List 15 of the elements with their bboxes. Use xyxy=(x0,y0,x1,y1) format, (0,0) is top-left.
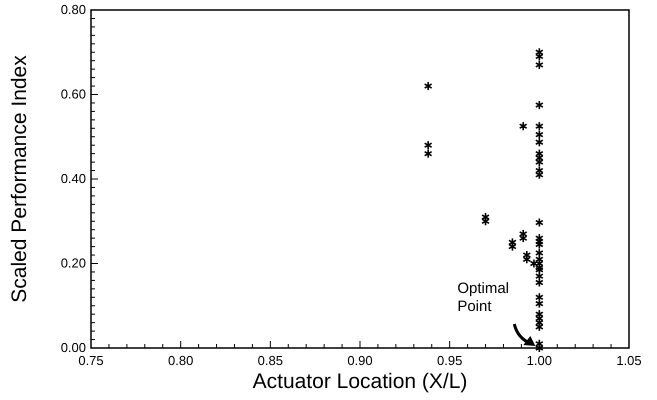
y-tick-label: 0.60 xyxy=(60,86,86,102)
x-axis-title: Actuator Location (X/L) xyxy=(252,370,468,393)
annotation: Optimal Point xyxy=(457,280,510,315)
y-axis-title: Scaled Performance Index xyxy=(8,54,31,303)
y-tick-label: 0.40 xyxy=(60,171,86,186)
x-tick-label: 0.80 xyxy=(168,353,194,368)
x-tick-label: 1.00 xyxy=(526,353,552,368)
y-tick-label: 0.00 xyxy=(60,340,86,355)
x-tick-label: 0.90 xyxy=(347,353,373,368)
y-tick-label: 0.20 xyxy=(60,256,86,270)
x-tick-label: 0.85 xyxy=(258,353,283,368)
y-tick-label: 0.80 xyxy=(60,2,86,17)
x-tick-label: 0.75 xyxy=(78,353,104,368)
x-tick-label: 1.05 xyxy=(616,353,642,368)
x-tick-label: 0.95 xyxy=(437,353,462,368)
